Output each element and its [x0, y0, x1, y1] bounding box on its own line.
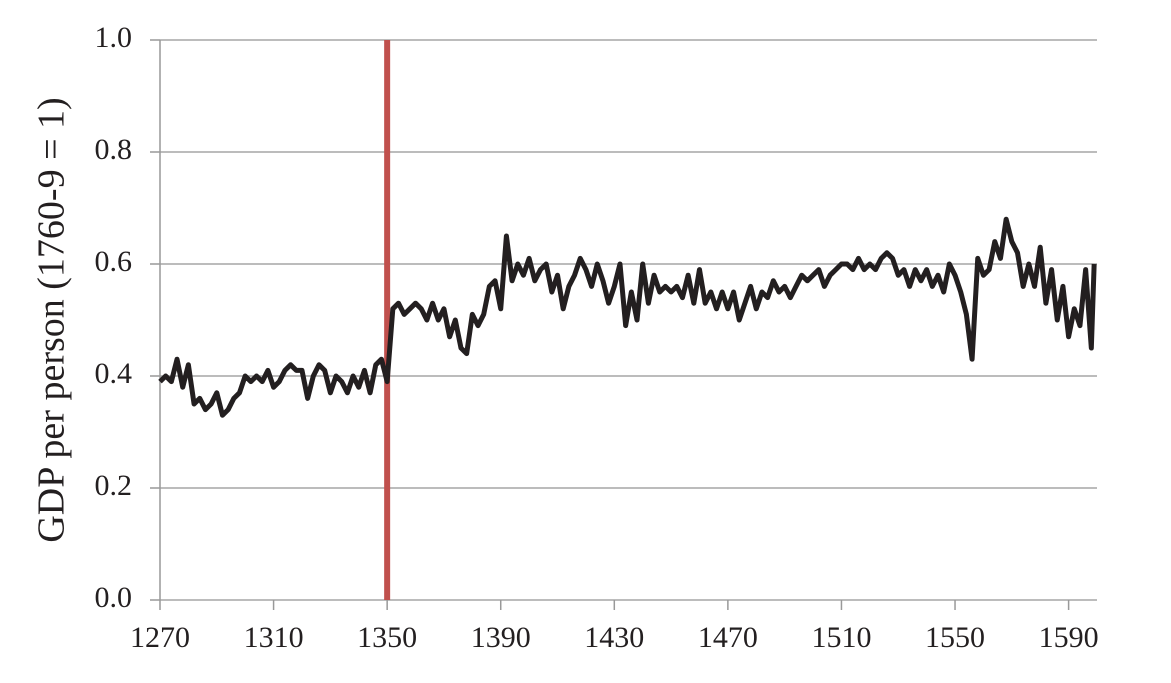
- x-tick-label: 1590: [1039, 621, 1099, 654]
- y-tick-label: 0.0: [95, 581, 133, 614]
- y-tick-label: 0.8: [95, 133, 133, 166]
- data-line: [158, 216, 1097, 418]
- x-tick-label: 1310: [244, 621, 304, 654]
- y-tick-label: 0.6: [95, 245, 133, 278]
- y-tick-label: 0.4: [95, 357, 133, 390]
- x-tick-label: 1390: [471, 621, 531, 654]
- y-tick-label: 0.2: [95, 469, 133, 502]
- x-tick-label: 1510: [811, 621, 871, 654]
- x-tick-label: 1470: [698, 621, 758, 654]
- y-tick-label: 1.0: [95, 21, 133, 54]
- x-tick-label: 1350: [357, 621, 417, 654]
- x-tick-label: 1550: [925, 621, 985, 654]
- x-tick-label: 1430: [584, 621, 644, 654]
- x-tick-label: 1270: [130, 621, 190, 654]
- y-axis-label: GDP per person (1760-9 = 1): [31, 97, 73, 542]
